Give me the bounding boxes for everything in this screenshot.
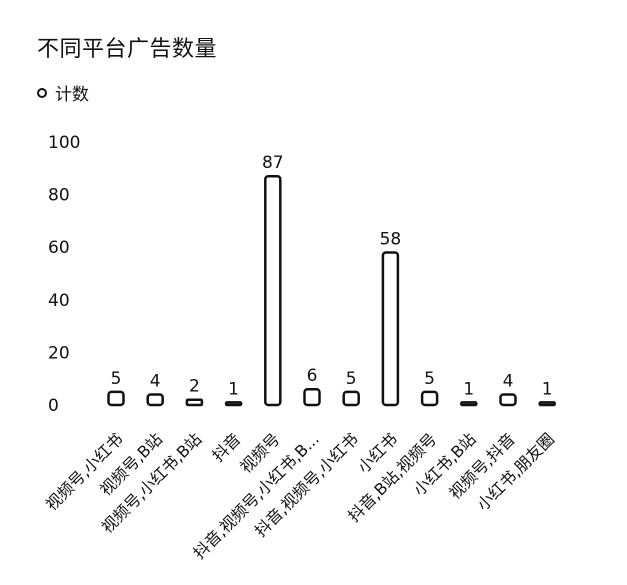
legend[interactable]: 计数 — [37, 80, 89, 105]
y-tick-label: 0 — [48, 396, 59, 416]
y-tick-label: 20 — [48, 343, 70, 363]
data-label: 58 — [380, 229, 402, 249]
legend-marker-icon — [37, 87, 47, 98]
data-label: 4 — [150, 371, 161, 391]
data-label: 5 — [111, 369, 122, 389]
data-label: 6 — [307, 366, 318, 386]
data-label: 1 — [463, 379, 474, 399]
data-label: 5 — [424, 369, 435, 389]
y-tick-label: 100 — [48, 133, 80, 153]
bar — [146, 393, 164, 407]
data-label: 2 — [189, 377, 200, 397]
bar — [107, 390, 125, 407]
bar — [303, 387, 321, 407]
bar — [381, 251, 400, 407]
bar — [538, 401, 556, 407]
data-label: 1 — [542, 379, 553, 399]
data-label: 5 — [346, 369, 357, 389]
y-tick-label: 40 — [48, 291, 70, 311]
bar — [224, 401, 243, 407]
bar — [264, 174, 282, 407]
data-label: 87 — [262, 153, 284, 173]
bar — [460, 401, 478, 407]
legend-label: 计数 — [55, 85, 89, 105]
y-tick-label: 80 — [48, 186, 70, 206]
y-tick-label: 60 — [48, 238, 70, 258]
data-label: 4 — [503, 371, 514, 391]
chart-title: 不同平台广告数量 — [37, 37, 218, 62]
bar — [499, 393, 517, 407]
bar — [420, 390, 439, 407]
data-label: 1 — [228, 379, 239, 399]
bar — [342, 390, 360, 407]
bar — [185, 398, 204, 407]
